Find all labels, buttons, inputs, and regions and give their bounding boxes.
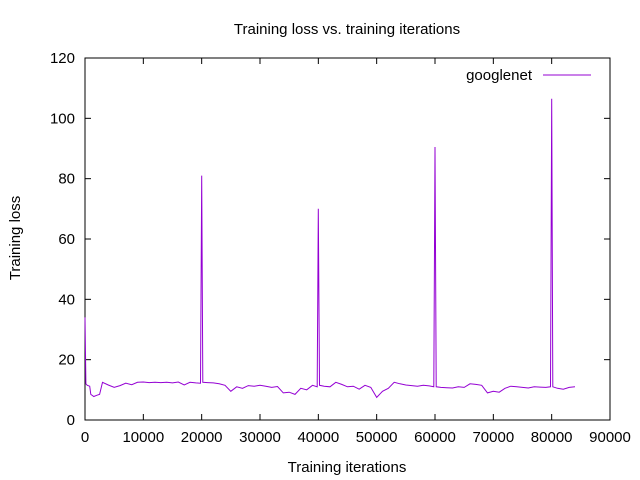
y-axis-label: Training loss [7,196,24,280]
x-tick-label: 40000 [297,429,339,446]
y-ticks: 0 20 40 60 80 100 120 [50,50,610,429]
series-line-googlenet [84,98,576,399]
x-tick-label: 80000 [531,429,573,446]
y-tick-label: 20 [58,352,75,369]
x-tick-label: 90000 [589,429,631,446]
x-tick-label: 50000 [356,429,398,446]
y-tick-label: 40 [58,291,75,308]
axes [84,57,611,421]
x-tick-label: 60000 [414,429,456,446]
x-ticks: 0 10000 20000 30000 40000 50000 60000 70000 8000… [81,58,631,446]
legend-label-googlenet: googlenet [466,67,533,84]
y-tick-label: 80 [58,171,75,188]
x-tick-label: 20000 [181,429,223,446]
y-tick-label: 60 [58,231,75,248]
legend: googlenet [466,67,591,84]
x-tick-label: 30000 [239,429,281,446]
y-tick-label: 100 [50,110,75,127]
x-tick-label: 70000 [472,429,514,446]
plot-series [84,98,576,399]
chart-title: Training loss vs. training iterations [234,21,460,38]
y-tick-label: 120 [50,50,75,67]
x-tick-label: 10000 [122,429,164,446]
x-axis-label: Training iterations [288,459,407,476]
x-tick-label: 0 [81,429,89,446]
y-tick-label: 0 [67,412,75,429]
plot-frame [84,57,611,421]
